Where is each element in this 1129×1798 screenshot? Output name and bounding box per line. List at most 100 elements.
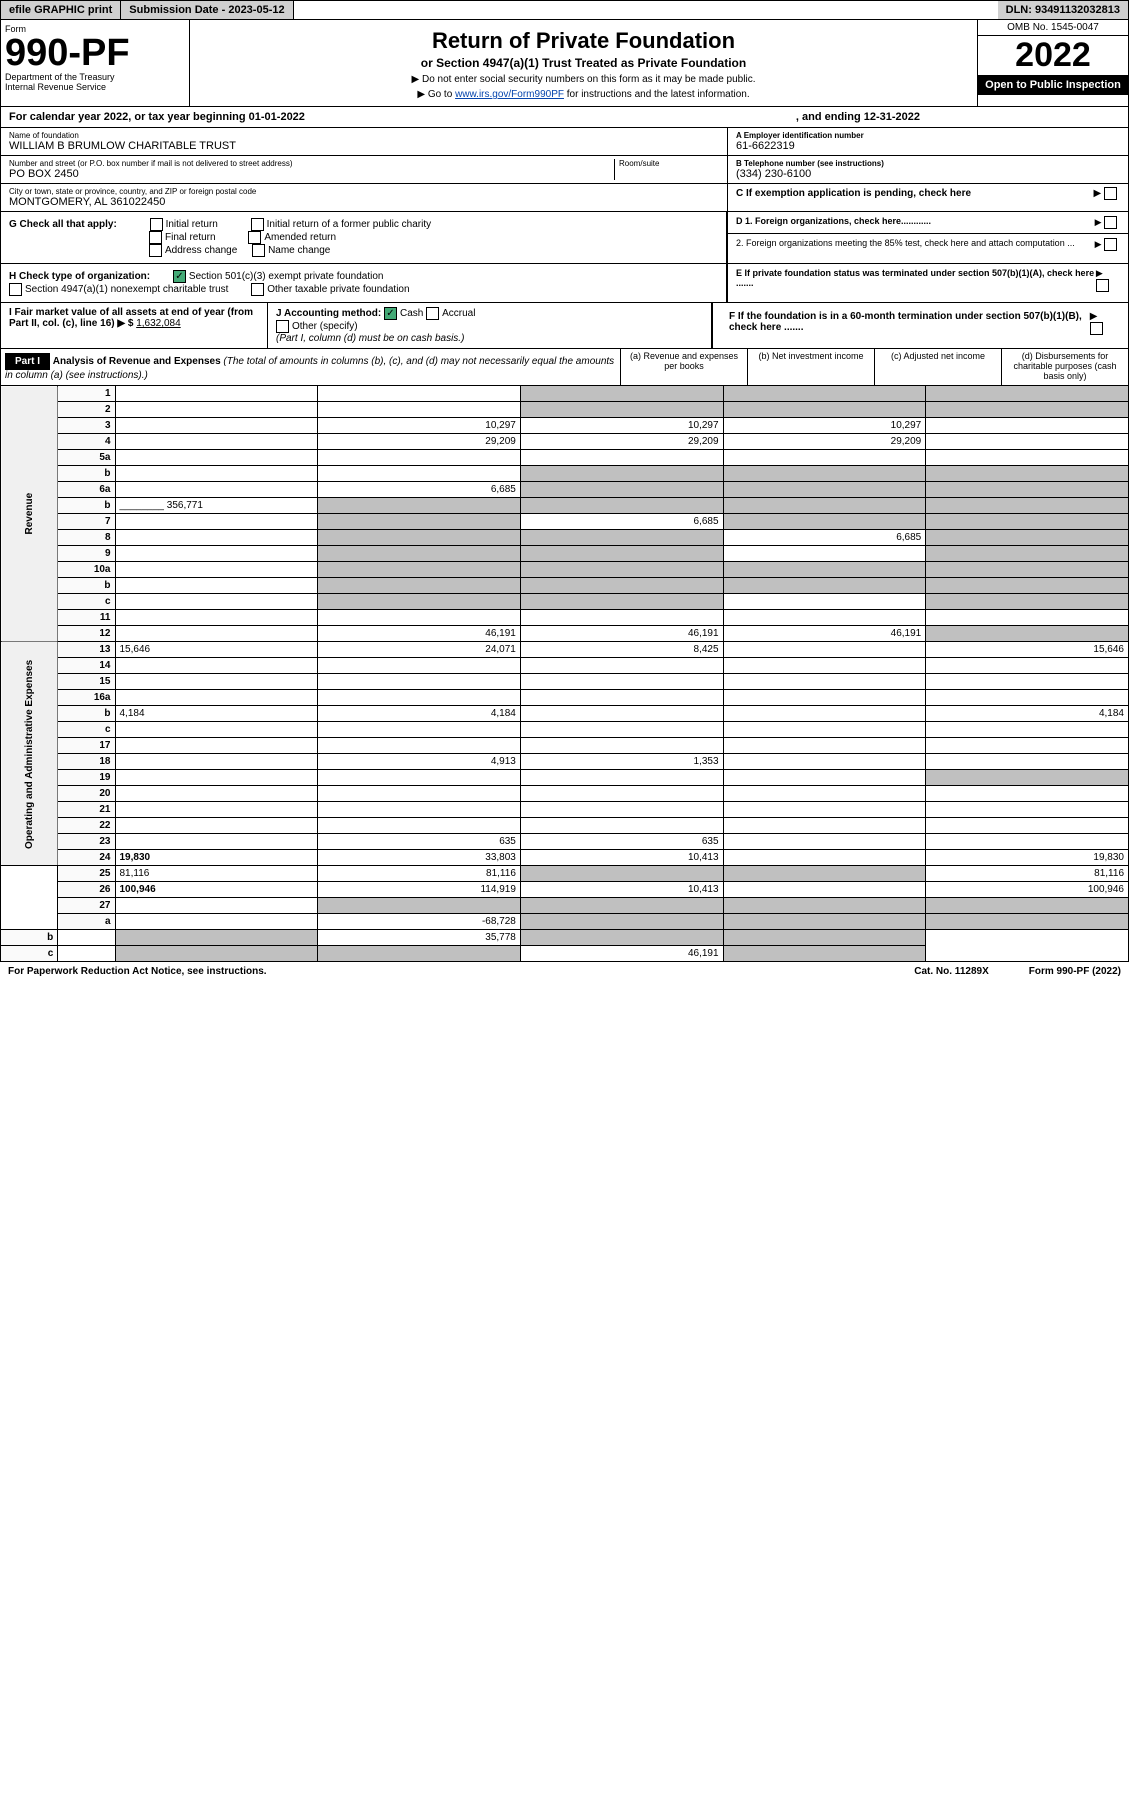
j-cash-checkbox[interactable]: ✓ [384, 307, 397, 320]
line-number: 20 [58, 786, 115, 802]
cell-b [520, 786, 723, 802]
cell-b: 1,353 [520, 754, 723, 770]
cell-c [723, 786, 926, 802]
cell-a: 81,116 [318, 866, 521, 882]
c-checkbox[interactable] [1104, 187, 1117, 200]
line-number: 27 [58, 898, 115, 914]
g-check-amended[interactable] [248, 231, 261, 244]
h-check-501c3[interactable]: ✓ [173, 270, 186, 283]
cell-d [926, 770, 1129, 786]
h-label: H Check type of organization: [9, 271, 150, 282]
line-desc [115, 674, 318, 690]
g-check-initial[interactable] [150, 218, 163, 231]
line-desc [115, 610, 318, 626]
tax-year: 2022 [978, 36, 1128, 75]
cell-d [723, 946, 926, 962]
line-number: 25 [58, 866, 115, 882]
d1-checkbox[interactable] [1104, 216, 1117, 229]
dept: Department of the Treasury [5, 72, 185, 82]
line-desc [115, 834, 318, 850]
line-number: a [58, 914, 115, 930]
line-number: 11 [58, 610, 115, 626]
cell-b [520, 402, 723, 418]
h-check-4947[interactable] [9, 283, 22, 296]
cell-c [723, 882, 926, 898]
g-check-final[interactable] [149, 231, 162, 244]
cell-c [723, 466, 926, 482]
line-number: c [1, 946, 58, 962]
irs: Internal Revenue Service [5, 82, 185, 92]
line-number: c [58, 722, 115, 738]
line-desc [115, 802, 318, 818]
j-other-checkbox[interactable] [276, 320, 289, 333]
line-number: 18 [58, 754, 115, 770]
cell-d: 19,830 [926, 850, 1129, 866]
e-checkbox[interactable] [1096, 279, 1109, 292]
line-desc [115, 418, 318, 434]
cell-d [926, 450, 1129, 466]
cell-a [318, 658, 521, 674]
cell-a: 4,184 [318, 706, 521, 722]
cell-a [115, 946, 318, 962]
page-footer: For Paperwork Reduction Act Notice, see … [0, 962, 1129, 981]
h-check-other[interactable] [251, 283, 264, 296]
cell-b: 35,778 [318, 930, 521, 946]
g-check-address[interactable] [149, 244, 162, 257]
line-number: 17 [58, 738, 115, 754]
cell-a [115, 930, 318, 946]
cell-c [723, 594, 926, 610]
cell-b [520, 738, 723, 754]
line-desc [115, 386, 318, 402]
inspection-badge: Open to Public Inspection [978, 75, 1128, 95]
cell-a: 635 [318, 834, 521, 850]
j-accrual-checkbox[interactable] [426, 307, 439, 320]
cell-a [318, 610, 521, 626]
cell-b [520, 498, 723, 514]
cell-d [926, 546, 1129, 562]
efile-label[interactable]: efile GRAPHIC print [1, 1, 121, 19]
cell-d [926, 498, 1129, 514]
cell-d [926, 530, 1129, 546]
cell-a [318, 546, 521, 562]
cell-c [723, 834, 926, 850]
form-link[interactable]: www.irs.gov/Form990PF [455, 89, 564, 100]
cell-b [520, 690, 723, 706]
f-checkbox[interactable] [1090, 322, 1103, 335]
street-label: Number and street (or P.O. box number if… [9, 159, 614, 168]
form-header: Form 990-PF Department of the Treasury I… [0, 20, 1129, 107]
line-number: 3 [58, 418, 115, 434]
cell-d [926, 386, 1129, 402]
d2-checkbox[interactable] [1104, 238, 1117, 251]
line-desc [115, 690, 318, 706]
line-number: b [58, 466, 115, 482]
cell-c [723, 738, 926, 754]
cell-d: 4,184 [926, 706, 1129, 722]
section-g-d: G Check all that apply: Initial return I… [0, 212, 1129, 264]
cell-c [723, 914, 926, 930]
g-check-name[interactable] [252, 244, 265, 257]
cell-a: 114,919 [318, 882, 521, 898]
line-number: 26 [58, 882, 115, 898]
cell-b [520, 386, 723, 402]
cell-c [723, 850, 926, 866]
cell-b: 635 [520, 834, 723, 850]
cell-d: 100,946 [926, 882, 1129, 898]
line-desc [115, 786, 318, 802]
cell-b: 10,413 [520, 882, 723, 898]
cell-d [926, 802, 1129, 818]
cell-a [318, 466, 521, 482]
i-label: I Fair market value of all assets at end… [9, 307, 253, 329]
cell-a [318, 402, 521, 418]
line-desc [115, 754, 318, 770]
line-number: 16a [58, 690, 115, 706]
cell-a: -68,728 [318, 914, 521, 930]
ein-label: A Employer identification number [736, 131, 1120, 140]
line-desc [115, 434, 318, 450]
cell-a: 6,685 [318, 482, 521, 498]
cell-a: 33,803 [318, 850, 521, 866]
g-check-former[interactable] [251, 218, 264, 231]
cell-a [318, 818, 521, 834]
e-label: E If private foundation status was termi… [736, 268, 1096, 292]
cell-a [318, 450, 521, 466]
cell-d [926, 898, 1129, 914]
